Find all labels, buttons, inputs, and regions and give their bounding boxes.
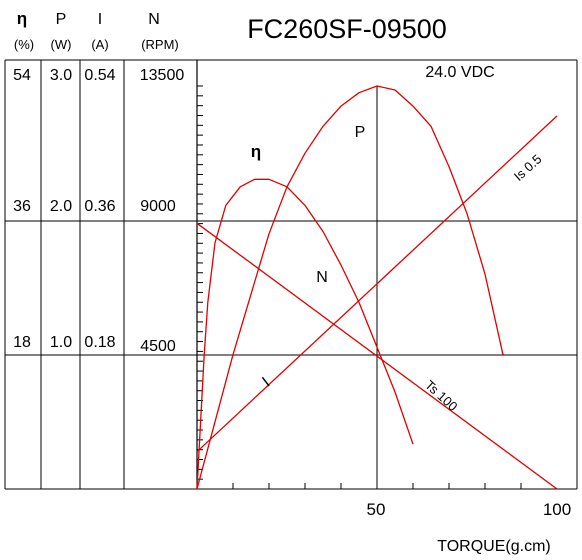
- header-symbol-efficiency: η: [17, 9, 27, 28]
- series-label-speed: N: [316, 269, 328, 286]
- series-label-efficiency: η: [251, 142, 261, 161]
- x-axis-label: TORQUE(g.cm): [437, 538, 550, 555]
- chart-frame: [5, 60, 577, 489]
- row-mid-power: 2.0: [50, 198, 72, 215]
- row-low-current: 0.18: [84, 334, 115, 351]
- row-mid-speed: 9000: [140, 198, 176, 215]
- axis-ticks: [197, 86, 521, 489]
- header-symbol-current: I: [98, 11, 102, 28]
- header-symbol-power: P: [56, 11, 67, 28]
- stall-current-label: Is 0.5: [511, 151, 545, 183]
- row-top-power: 3.0: [50, 67, 72, 84]
- header-unit-speed: (RPM): [141, 37, 179, 52]
- x-tick-label-50: 50: [367, 500, 386, 519]
- row-mid-current: 0.36: [84, 198, 115, 215]
- row-top-efficiency: 54: [13, 67, 31, 84]
- series-label-power: P: [355, 124, 366, 141]
- x-tick-label-100: 100: [543, 500, 571, 519]
- header-unit-power: (W): [51, 37, 72, 52]
- chart-title: FC260SF-09500: [247, 14, 447, 44]
- voltage-label: 24.0 VDC: [425, 64, 494, 81]
- stall-torque-label: Ts 100: [422, 377, 461, 414]
- header-symbol-speed: N: [148, 11, 160, 28]
- row-low-efficiency: 18: [13, 334, 31, 351]
- header-unit-efficiency: (%): [14, 37, 34, 52]
- row-top-speed: 13500: [140, 67, 185, 84]
- row-top-current: 0.54: [84, 67, 115, 84]
- power-curve: [197, 86, 503, 489]
- row-low-power: 1.0: [50, 334, 72, 351]
- row-mid-efficiency: 36: [13, 198, 31, 215]
- efficiency-curve: [197, 179, 413, 489]
- row-low-speed: 4500: [140, 338, 176, 355]
- header-unit-current: (A): [91, 37, 108, 52]
